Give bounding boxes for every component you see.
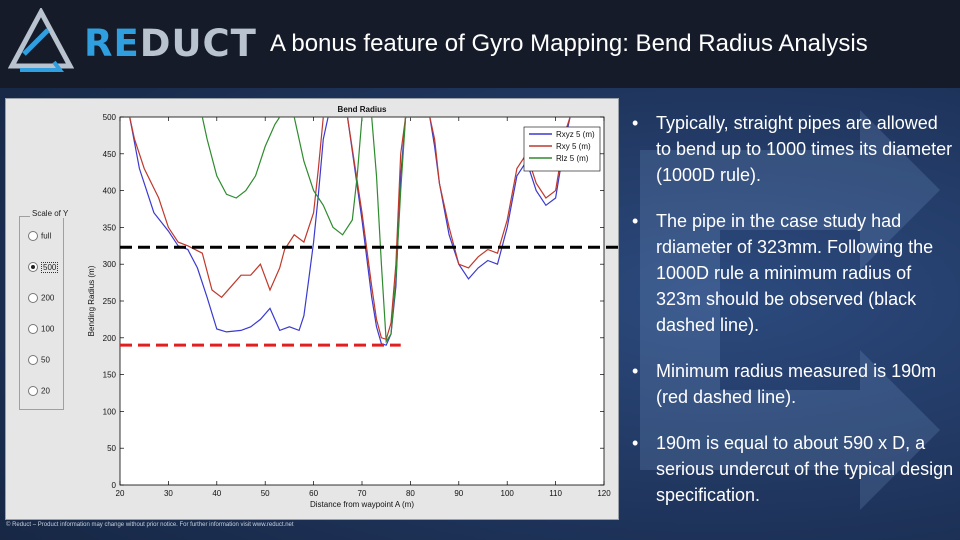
- x-tick-label: 120: [597, 489, 611, 498]
- bullet-text: Typically, straight pipes are allowed to…: [656, 113, 953, 185]
- radio-button[interactable]: [28, 293, 38, 303]
- scale-of-y-panel: Scale of Y full 500 200 100 50 20: [19, 209, 71, 410]
- radio-label: 100: [41, 324, 55, 334]
- y-tick-label: 100: [103, 407, 117, 416]
- plot-area: [119, 116, 605, 486]
- bullet-item: • Minimum radius measured is 190m (red da…: [632, 358, 954, 410]
- reduct-logo-icon: [8, 8, 74, 72]
- radio-label: 50: [41, 355, 50, 365]
- x-tick-label: 60: [309, 489, 318, 498]
- bullet-text: The pipe in the case study had rdiameter…: [656, 211, 934, 335]
- bullet-dot: •: [632, 113, 639, 133]
- bullet-text: 190m is equal to about 590 x D, a seriou…: [656, 433, 954, 505]
- scale-option-20[interactable]: 20: [28, 386, 50, 398]
- bullet-text: Minimum radius measured is 190m (red das…: [656, 361, 937, 407]
- y-tick-label: 250: [103, 297, 117, 306]
- x-tick-label: 100: [501, 489, 515, 498]
- x-tick-label: 30: [164, 489, 173, 498]
- y-axis-label: Bending Radius (m): [87, 265, 96, 336]
- x-axis-label: Distance from waypoint A (m): [310, 500, 414, 509]
- y-tick-label: 50: [107, 444, 116, 453]
- header-bar: REDUCT A bonus feature of Gyro Mapping: …: [0, 0, 960, 88]
- bullet-item: • The pipe in the case study had rdiamete…: [632, 208, 954, 338]
- x-tick-label: 40: [212, 489, 221, 498]
- bullet-item: • 190m is equal to about 590 x D, a serio…: [632, 430, 954, 508]
- chart-title: Bend Radius: [338, 105, 387, 114]
- y-tick-label: 450: [103, 150, 117, 159]
- chart-figure: Bend Radius 0 50 100 150 200 250 300 350 400 450 50…: [5, 98, 619, 520]
- scale-option-full[interactable]: full: [28, 231, 51, 243]
- x-tick-label: 20: [116, 489, 125, 498]
- x-tick-label: 50: [261, 489, 270, 498]
- bullet-dot: •: [632, 433, 639, 453]
- y-tick-label: 300: [103, 260, 117, 269]
- scale-option-50[interactable]: 50: [28, 355, 50, 367]
- logo-wordmark-accent: RE: [84, 22, 140, 65]
- radio-label: 200: [41, 293, 55, 303]
- y-tick-label: 500: [103, 113, 117, 122]
- radio-button[interactable]: [28, 386, 38, 396]
- y-tick-label: 150: [103, 371, 117, 380]
- scale-option-200[interactable]: 200: [28, 293, 54, 305]
- decorative-arrow-graphic: [640, 110, 940, 510]
- radio-button[interactable]: [28, 355, 38, 365]
- radio-label: 500: [41, 261, 59, 273]
- bullet-dot: •: [632, 211, 639, 231]
- legend-label: Rxyz 5 (m): [556, 130, 595, 139]
- x-tick-label: 70: [358, 489, 367, 498]
- footer-copyright: © Reduct – Product information may chang…: [6, 522, 294, 528]
- legend-label: Rlz 5 (m): [556, 154, 589, 163]
- bullet-list: • Typically, straight pipes are allowed t…: [632, 110, 954, 528]
- y-tick-label: 400: [103, 187, 117, 196]
- y-tick-label: 0: [112, 481, 117, 490]
- x-tick-label: 80: [406, 489, 415, 498]
- legend-label: Rxy 5 (m): [556, 142, 591, 151]
- radio-button[interactable]: [28, 324, 38, 334]
- series-line-rxy: [129, 117, 571, 341]
- x-tick-label: 90: [454, 489, 463, 498]
- radio-label: full: [41, 231, 52, 241]
- bullet-dot: •: [632, 361, 639, 381]
- x-tick-label: 110: [549, 489, 562, 498]
- scale-panel-title: Scale of Y: [30, 209, 71, 218]
- bend-radius-chart: Bend Radius 0 50 100 150 200 250 300 350 400 450 50…: [87, 105, 618, 509]
- radio-button[interactable]: [28, 231, 38, 241]
- logo-wordmark: REDUCT: [84, 22, 257, 65]
- y-tick-label: 200: [103, 334, 117, 343]
- bullet-item: • Typically, straight pipes are allowed t…: [632, 110, 954, 188]
- scale-option-100[interactable]: 100: [28, 324, 54, 336]
- slide-title: A bonus feature of Gyro Mapping: Bend Ra…: [270, 30, 868, 57]
- y-tick-label: 350: [103, 223, 117, 232]
- radio-label: 20: [41, 386, 50, 396]
- radio-button[interactable]: [28, 262, 38, 272]
- logo-wordmark-rest: DUCT: [139, 22, 257, 65]
- scale-option-500[interactable]: 500: [28, 261, 59, 274]
- series-line-rlz: [201, 117, 407, 344]
